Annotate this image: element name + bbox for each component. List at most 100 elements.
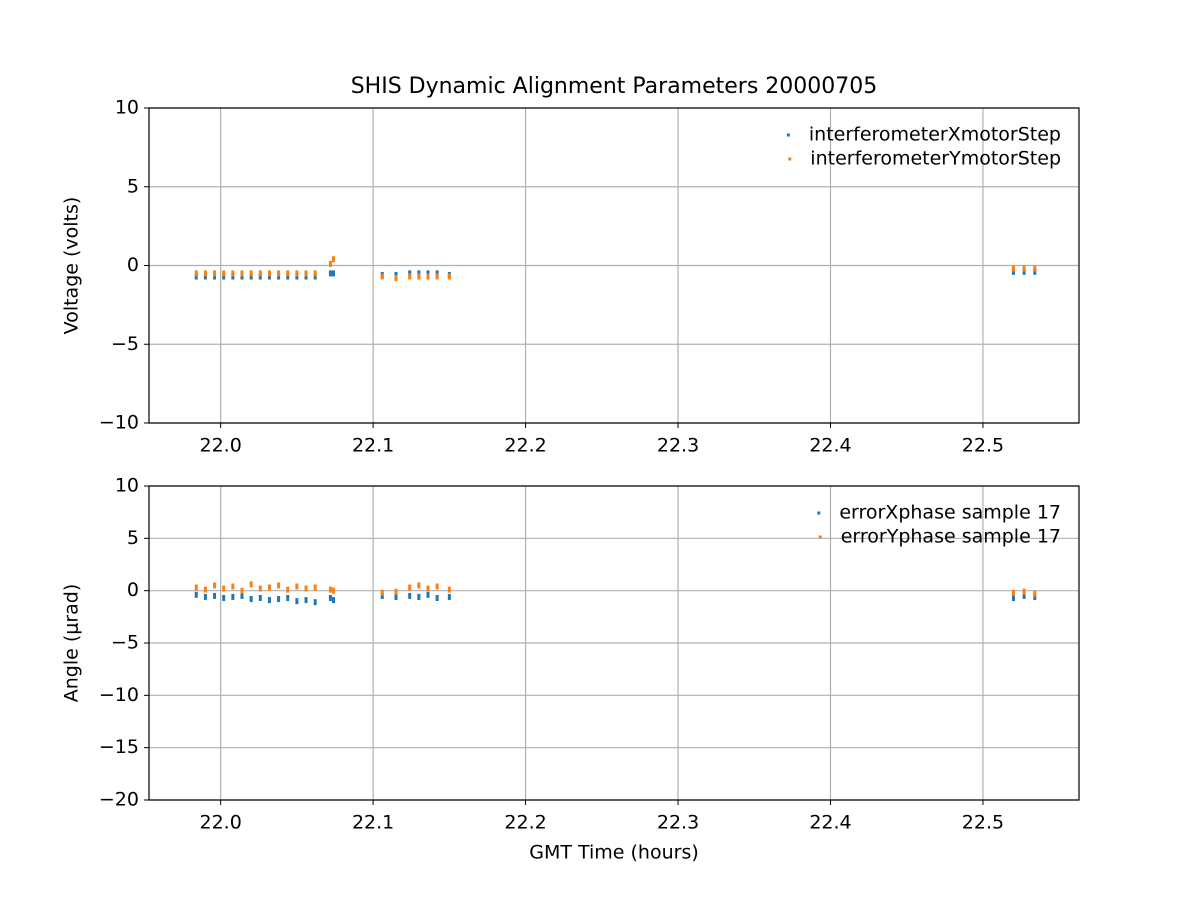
data-point xyxy=(231,583,235,590)
data-point xyxy=(417,270,421,277)
data-point xyxy=(426,273,430,280)
data-point xyxy=(435,594,439,601)
data-point xyxy=(1022,592,1026,599)
data-point xyxy=(295,598,299,605)
data-point xyxy=(304,597,308,604)
data-point xyxy=(295,583,299,590)
data-point xyxy=(267,273,271,280)
data-point xyxy=(267,597,271,604)
legend-label: errorXphase sample 17 xyxy=(839,502,1061,524)
data-point xyxy=(240,270,244,277)
data-point xyxy=(313,599,317,606)
data-point xyxy=(331,270,335,277)
data-point xyxy=(222,594,226,601)
axes-frame xyxy=(148,485,1080,801)
y-tick-label: −5 xyxy=(111,333,139,355)
data-point xyxy=(249,596,253,603)
data-point xyxy=(194,273,198,280)
y-tick-label: 10 xyxy=(115,97,139,119)
data-point xyxy=(258,594,262,601)
legend-label: interferometerXmotorStep xyxy=(809,124,1061,146)
data-point xyxy=(435,270,439,277)
data-point xyxy=(380,589,384,596)
y-tick-label: −10 xyxy=(99,412,139,434)
data-point xyxy=(394,271,398,278)
data-point xyxy=(194,270,198,277)
y-tick-label: 0 xyxy=(127,579,139,601)
data-point xyxy=(213,582,217,589)
x-tick-label: 22.2 xyxy=(504,435,546,457)
data-point xyxy=(331,587,335,594)
chart-title: SHIS Dynamic Alignment Parameters 200007… xyxy=(351,74,878,99)
data-point xyxy=(313,270,317,277)
data-point xyxy=(222,273,226,280)
data-point xyxy=(435,273,439,280)
x-tick-label: 22.2 xyxy=(504,812,546,834)
data-point xyxy=(313,584,317,591)
data-point xyxy=(286,270,290,277)
data-point xyxy=(1022,268,1026,275)
data-point xyxy=(447,273,451,280)
axes-frame xyxy=(148,107,1080,424)
y-tick-label: 10 xyxy=(115,475,139,497)
data-point xyxy=(426,591,430,598)
data-point xyxy=(408,592,412,599)
data-point xyxy=(295,273,299,280)
data-point xyxy=(1033,593,1037,600)
data-point xyxy=(426,270,430,277)
data-point xyxy=(203,593,207,600)
data-point xyxy=(194,591,198,598)
data-point xyxy=(331,256,335,263)
x-tick-label: 22.1 xyxy=(352,812,394,834)
data-point xyxy=(394,275,398,282)
data-point xyxy=(231,270,235,277)
x-tick-label: 22.4 xyxy=(809,812,851,834)
data-point xyxy=(249,581,253,588)
data-point xyxy=(394,588,398,595)
data-point xyxy=(447,586,451,593)
data-point xyxy=(258,273,262,280)
x-tick-label: 22.5 xyxy=(962,812,1004,834)
y-tick-label: −10 xyxy=(99,684,139,706)
data-point xyxy=(380,592,384,599)
data-point xyxy=(277,596,281,603)
data-point xyxy=(286,586,290,593)
data-point xyxy=(231,273,235,280)
data-point xyxy=(1033,268,1037,275)
legend-marker xyxy=(786,133,790,137)
data-point xyxy=(231,593,235,600)
data-point xyxy=(408,584,412,591)
x-tick-label: 22.0 xyxy=(199,812,241,834)
legend-label: interferometerYmotorStep xyxy=(810,148,1061,170)
data-point xyxy=(240,587,244,594)
legend-marker xyxy=(818,535,822,539)
data-point xyxy=(267,270,271,277)
data-point xyxy=(408,273,412,280)
data-point xyxy=(213,270,217,277)
data-point xyxy=(258,270,262,277)
x-axis-label: GMT Time (hours) xyxy=(529,842,699,864)
x-tick-label: 22.3 xyxy=(657,435,699,457)
data-point xyxy=(426,585,430,592)
data-point xyxy=(417,273,421,280)
data-point xyxy=(1022,588,1026,595)
data-point xyxy=(222,585,226,592)
data-point xyxy=(213,592,217,599)
data-point xyxy=(304,270,308,277)
legend-marker xyxy=(788,157,792,161)
data-point xyxy=(203,586,207,593)
data-point xyxy=(328,270,332,277)
data-point xyxy=(304,585,308,592)
data-point xyxy=(435,583,439,590)
y-axis-label: Angle (μrad) xyxy=(61,584,83,703)
x-tick-label: 22.1 xyxy=(352,435,394,457)
y-tick-label: −20 xyxy=(99,789,139,811)
data-point xyxy=(1033,265,1037,272)
y-axis-label: Voltage (volts) xyxy=(61,197,83,335)
y-tick-label: −15 xyxy=(99,736,139,758)
data-point xyxy=(408,270,412,277)
data-point xyxy=(203,270,207,277)
data-point xyxy=(213,273,217,280)
